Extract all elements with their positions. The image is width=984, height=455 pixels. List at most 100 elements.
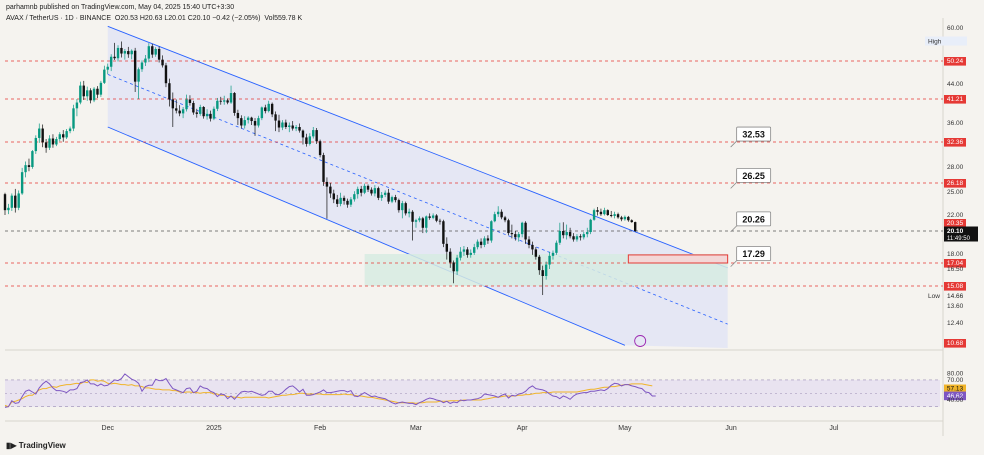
candle-body-97 bbox=[336, 199, 339, 204]
candle-body-102 bbox=[353, 194, 356, 200]
candle-body-81 bbox=[281, 122, 284, 128]
price-tick-14: 17.04 bbox=[947, 260, 964, 267]
candle-body-159 bbox=[548, 255, 551, 265]
target-zone-box bbox=[627, 254, 729, 264]
candle-body-3 bbox=[14, 195, 17, 208]
lightning-icon bbox=[634, 335, 647, 347]
candle-body-22 bbox=[79, 85, 82, 103]
candle-body-112 bbox=[387, 192, 390, 202]
candle-body-64 bbox=[222, 100, 226, 102]
candle-body-35 bbox=[123, 51, 127, 54]
price-tick-19: 12.40 bbox=[947, 320, 964, 327]
candle-body-182 bbox=[627, 216, 630, 221]
footer-brand[interactable]: ▮▶ TradingView bbox=[6, 441, 66, 450]
price-tick-9: 25.00 bbox=[947, 189, 964, 196]
candle-body-27 bbox=[96, 88, 99, 95]
candle-body-184 bbox=[633, 222, 637, 231]
candle-body-170 bbox=[586, 232, 589, 235]
candle-body-115 bbox=[397, 200, 401, 211]
candle-body-100 bbox=[346, 200, 349, 205]
candle-body-47 bbox=[164, 65, 168, 84]
candle-body-158 bbox=[544, 264, 548, 276]
brand-label: TradingView bbox=[18, 441, 66, 450]
candle-body-146 bbox=[503, 217, 507, 221]
candle-body-150 bbox=[517, 234, 520, 238]
candle-body-49 bbox=[171, 99, 175, 109]
candle-body-8 bbox=[31, 151, 34, 167]
candle-body-153 bbox=[527, 239, 531, 245]
candle-body-33 bbox=[116, 47, 120, 59]
time-tick-4: Apr bbox=[517, 425, 529, 432]
candle-body-40 bbox=[140, 62, 144, 70]
callout-box-0 bbox=[736, 126, 772, 142]
candle-body-68 bbox=[236, 112, 240, 119]
price-tick-4: 41.21 bbox=[947, 96, 964, 103]
candle-body-93 bbox=[322, 155, 325, 182]
price-tick-18: 13.60 bbox=[947, 303, 964, 310]
rsi-tick-1: 70.00 bbox=[947, 377, 964, 384]
candle-body-2 bbox=[10, 195, 14, 208]
candle-body-94 bbox=[325, 181, 329, 187]
callout-label-1: 26.25 bbox=[742, 171, 765, 181]
time-tick-7: Jul bbox=[829, 425, 838, 432]
candle-body-169 bbox=[582, 234, 586, 238]
candle-body-72 bbox=[250, 117, 253, 122]
candle-body-151 bbox=[520, 222, 524, 235]
callout-box-2 bbox=[736, 211, 772, 227]
candle-body-43 bbox=[151, 46, 154, 55]
candle-body-105 bbox=[363, 185, 366, 193]
price-tick-0: 60.00 bbox=[947, 25, 964, 32]
candle-body-148 bbox=[510, 233, 514, 235]
rsi-ma-tag bbox=[944, 384, 966, 394]
candle-body-46 bbox=[161, 59, 164, 66]
candle-body-118 bbox=[407, 211, 411, 214]
symbol-info-line: AVAX / TetherUS · 1D · BINANCE O20.53 H2… bbox=[6, 15, 302, 22]
candle-body-55 bbox=[192, 102, 195, 113]
price-tag-16 bbox=[944, 282, 966, 291]
candle-body-53 bbox=[185, 99, 188, 110]
candle-body-142 bbox=[490, 221, 493, 241]
price-tag-8 bbox=[944, 179, 966, 188]
candle-body-85 bbox=[294, 127, 298, 129]
price-tag-20 bbox=[944, 339, 966, 348]
symbol-title[interactable]: AVAX / TetherUS · 1D · BINANCE bbox=[6, 15, 112, 22]
candle-body-37 bbox=[130, 50, 133, 55]
candle-body-133 bbox=[459, 251, 462, 258]
candle-body-13 bbox=[48, 138, 51, 148]
candle-body-71 bbox=[246, 117, 250, 121]
candle-body-113 bbox=[390, 197, 394, 202]
candle-body-92 bbox=[318, 141, 322, 156]
price-tick-16: 15.08 bbox=[947, 283, 964, 290]
time-tick-2: Feb bbox=[314, 425, 326, 432]
candle-body-141 bbox=[486, 238, 490, 241]
candle-body-172 bbox=[592, 210, 596, 220]
price-tick-8: 26.18 bbox=[947, 180, 964, 187]
candle-body-96 bbox=[332, 193, 335, 200]
candle-body-161 bbox=[555, 242, 558, 253]
price-tick-11: 20.35 bbox=[947, 220, 964, 227]
candle-body-29 bbox=[103, 69, 106, 83]
candle-body-84 bbox=[291, 125, 294, 129]
candle-body-50 bbox=[175, 108, 178, 111]
rsi-tick-3: 46.62 bbox=[947, 393, 964, 400]
candle-body-173 bbox=[596, 210, 599, 212]
candle-body-87 bbox=[301, 130, 305, 138]
low-label: Low bbox=[928, 293, 940, 300]
candle-body-82 bbox=[284, 122, 288, 128]
candle-body-162 bbox=[558, 231, 562, 243]
price-tag-2 bbox=[944, 57, 966, 66]
candle-body-80 bbox=[277, 120, 281, 128]
candle-body-104 bbox=[359, 188, 363, 193]
candle-body-98 bbox=[339, 197, 342, 204]
candle-body-156 bbox=[538, 256, 541, 271]
candle-body-69 bbox=[240, 118, 243, 126]
volume-value: Vol559.78 K bbox=[264, 15, 303, 22]
time-tick-6: Jun bbox=[725, 425, 736, 432]
candle-body-44 bbox=[154, 48, 157, 55]
candle-body-177 bbox=[610, 215, 613, 216]
candle-body-20 bbox=[72, 108, 75, 129]
channel-upper-line bbox=[107, 25, 728, 269]
price-tick-17: 14.66 bbox=[947, 293, 964, 300]
candle-body-39 bbox=[137, 69, 140, 82]
